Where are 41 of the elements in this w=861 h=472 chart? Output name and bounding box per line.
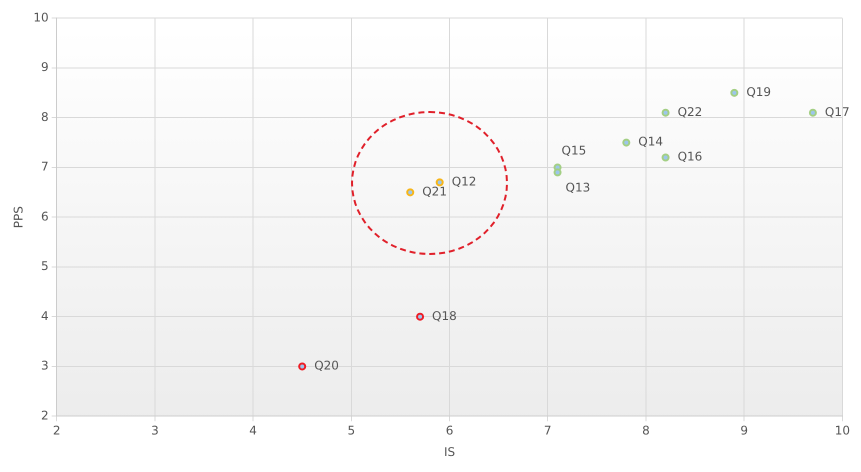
y-axis-title: PPS	[11, 206, 26, 228]
annotation: Q18	[432, 308, 457, 323]
x-tick-label: 4	[249, 424, 257, 438]
annotation: Q17	[824, 104, 850, 119]
x-axis-title: IS	[444, 444, 456, 459]
annotation: Q20	[314, 358, 339, 373]
y-tick-label: 2	[41, 408, 49, 422]
y-tick-label: 7	[41, 160, 49, 174]
point	[622, 138, 630, 147]
y-tick-label: 3	[41, 358, 49, 373]
annotation: Q22	[678, 104, 702, 119]
annotation: Q13	[566, 180, 590, 195]
y-tick-label: 4	[41, 308, 49, 323]
point	[406, 188, 414, 196]
x-tick-label: 7	[544, 424, 552, 438]
point	[662, 108, 670, 117]
y-tick-label: 5	[41, 259, 49, 274]
y-tick-label: 9	[41, 60, 49, 74]
x-tick-label: 3	[151, 424, 159, 438]
point	[730, 88, 738, 97]
point	[554, 168, 562, 176]
x-tick-label: 6	[446, 424, 454, 438]
x-tick-label: 9	[740, 424, 748, 438]
x-tick-label: 10	[834, 424, 850, 438]
x-tick-label: 2	[52, 424, 60, 438]
point	[808, 108, 817, 117]
x-tick-label: 5	[347, 424, 356, 438]
point	[416, 312, 424, 321]
annotation: Q21	[422, 184, 447, 198]
y-tick-label: 10	[33, 10, 49, 24]
annotation: Q19	[746, 84, 772, 99]
y-tick-label: 8	[41, 110, 49, 124]
annotation: Q16	[678, 150, 702, 164]
annotation: Q14	[638, 134, 664, 149]
y-tick-label: 6	[41, 209, 49, 224]
x-tick-label: 8	[642, 424, 650, 438]
point	[298, 362, 306, 370]
point	[436, 178, 444, 186]
point	[662, 154, 670, 162]
annotation: Q12	[452, 174, 476, 188]
annotation: Q15	[562, 144, 586, 158]
